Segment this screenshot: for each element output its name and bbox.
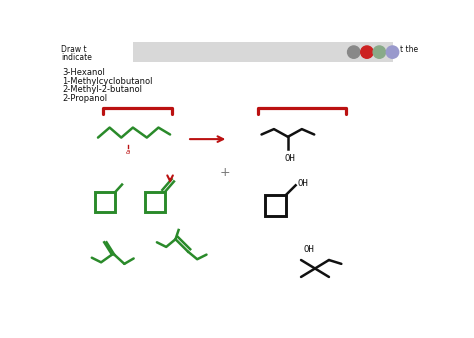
Text: OH: OH (303, 245, 314, 254)
Circle shape (361, 46, 373, 58)
Text: 2-Methyl-2-butanol: 2-Methyl-2-butanol (63, 85, 142, 94)
Text: OH: OH (285, 154, 295, 163)
Text: 2-Propanol: 2-Propanol (63, 94, 108, 103)
Text: indicate: indicate (61, 53, 91, 62)
Text: +: + (220, 167, 230, 179)
Circle shape (347, 46, 360, 58)
Text: t the: t the (400, 45, 419, 54)
Bar (95, 192, 115, 212)
Bar (133, 42, 392, 62)
Circle shape (386, 46, 399, 58)
Circle shape (373, 46, 385, 58)
Text: 1-Methylcyclobutanol: 1-Methylcyclobutanol (63, 77, 153, 86)
Bar (145, 192, 164, 212)
Text: Draw t: Draw t (61, 45, 86, 54)
Bar (264, 195, 286, 216)
Text: OH: OH (297, 179, 308, 188)
Text: 3-Hexanol: 3-Hexanol (63, 68, 105, 77)
Text: a: a (126, 149, 130, 155)
